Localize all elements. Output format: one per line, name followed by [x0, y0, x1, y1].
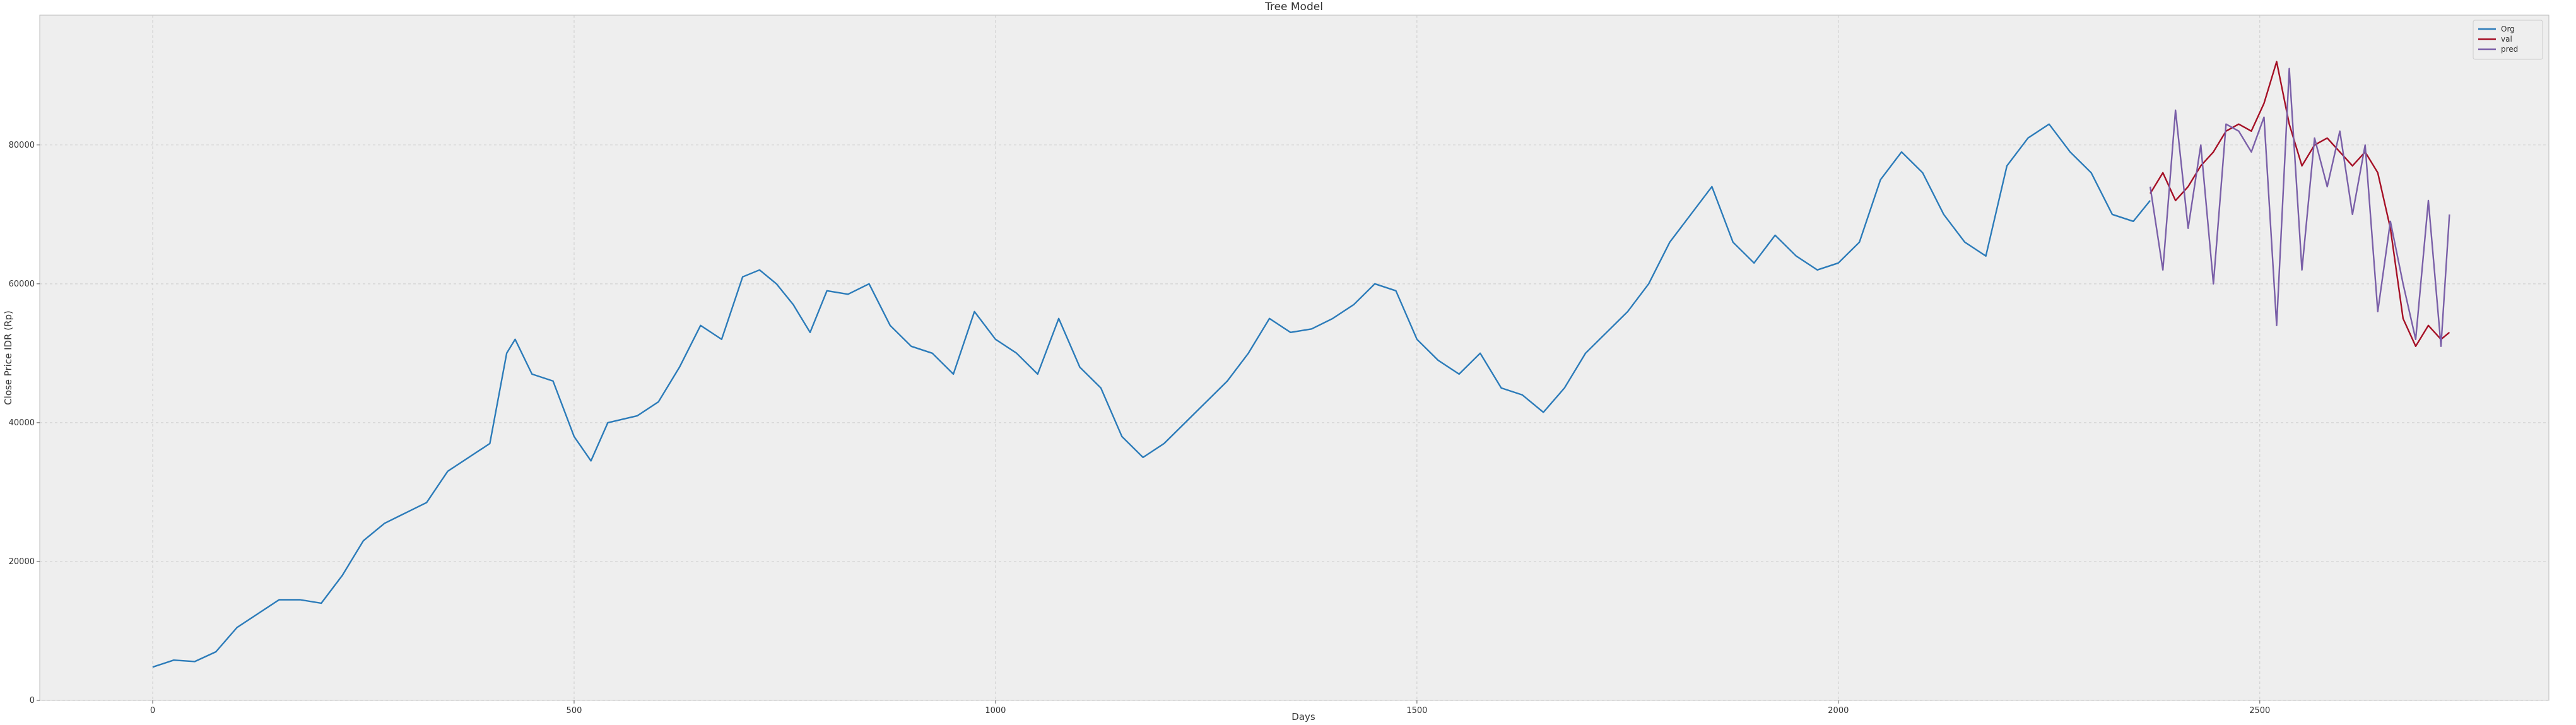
x-tick-label: 2500	[2249, 706, 2270, 716]
y-tick-label: 60000	[9, 280, 35, 289]
plot-area	[39, 15, 2550, 701]
series-line	[2149, 68, 2450, 347]
series-line	[2150, 61, 2450, 347]
y-tick-label: 40000	[9, 418, 35, 428]
legend-label: pred	[2501, 45, 2518, 54]
legend-label: Org	[2501, 25, 2515, 33]
y-tick-label: 80000	[9, 141, 35, 150]
y-axis-label: Close Price IDR (Rp)	[3, 310, 14, 405]
x-tick-label: 2000	[1828, 706, 1849, 716]
y-tick-label: 20000	[9, 557, 35, 567]
y-tick-label: 0	[30, 696, 35, 705]
x-tick-label: 500	[567, 706, 582, 716]
series-line	[152, 123, 2151, 668]
legend-label: val	[2501, 35, 2512, 44]
x-tick-label: 0	[150, 706, 155, 716]
x-tick-label: 1000	[985, 706, 1006, 716]
x-tick-label: 1500	[1406, 706, 1427, 716]
x-axis-label: Days	[1291, 711, 1315, 722]
chart-title: Tree Model	[1264, 1, 1323, 13]
